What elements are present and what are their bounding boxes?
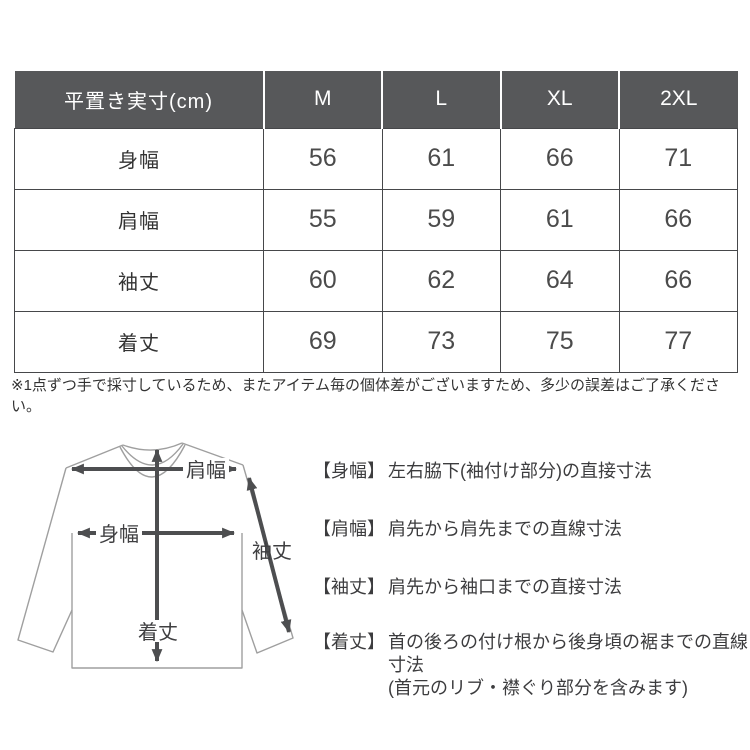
cell-value: 66 xyxy=(618,249,738,312)
definition-shoulder-width: 【肩幅】 肩先から肩先までの直線寸法 xyxy=(313,518,622,541)
table-row-body-width: 身幅 56 61 66 71 xyxy=(14,127,738,190)
size-col-2xl: 2XL xyxy=(618,71,738,128)
cell-value: 59 xyxy=(381,188,501,251)
sleeve-length-arrow xyxy=(246,476,292,634)
definition-term: 【着丈】 xyxy=(313,632,385,652)
garment-measurement-diagram: 肩幅 身幅 着丈 袖丈 xyxy=(17,442,294,669)
definition-term: 【身幅】 xyxy=(313,461,385,481)
definition-desc: 肩先から袖口までの直接寸法 xyxy=(388,577,622,597)
garment-length-label: 着丈 xyxy=(138,621,178,644)
definition-body-width: 【身幅】 左右脇下(袖付け部分)の直接寸法 xyxy=(313,460,652,483)
size-col-l: L xyxy=(381,71,501,128)
row-label: 身幅 xyxy=(14,127,264,190)
cell-value: 73 xyxy=(381,310,501,373)
cell-value: 77 xyxy=(618,310,738,373)
size-col-xl: XL xyxy=(499,71,619,128)
cell-value: 61 xyxy=(381,127,501,190)
arrow-labels: 肩幅 身幅 着丈 袖丈 xyxy=(96,458,292,644)
table-row-sleeve-length: 袖丈 60 62 64 66 xyxy=(14,249,738,312)
chest-label-bg xyxy=(96,522,142,544)
definition-sleeve-length: 【袖丈】 肩先から袖口までの直接寸法 xyxy=(313,576,622,599)
cell-value: 69 xyxy=(263,310,383,373)
shoulder-width-label: 肩幅 xyxy=(186,459,226,482)
definition-term: 【肩幅】 xyxy=(313,519,385,539)
definition-term: 【袖丈】 xyxy=(313,577,385,597)
cell-value: 75 xyxy=(500,310,620,373)
size-spec-table: 平置き実寸(cm) M L XL 2XL 身幅 56 61 66 71 肩幅 5… xyxy=(14,71,738,373)
definition-desc: 左右脇下(袖付け部分)の直接寸法 xyxy=(388,461,652,481)
cell-value: 55 xyxy=(263,188,383,251)
cell-value: 66 xyxy=(500,127,620,190)
cell-value: 66 xyxy=(618,188,738,251)
table-title-cell: 平置き実寸(cm) xyxy=(14,71,264,128)
cell-value: 64 xyxy=(500,249,620,312)
definition-garment-length: 【着丈】 首の後ろの付け根から後身頃の裾までの直線寸法 (首元のリブ・襟ぐり部分… xyxy=(313,631,750,700)
cell-value: 56 xyxy=(263,127,383,190)
body-width-label: 身幅 xyxy=(99,523,139,546)
collar-back-arc xyxy=(122,442,183,451)
length-label-bg xyxy=(135,620,181,642)
row-label: 肩幅 xyxy=(14,188,264,251)
row-label: 袖丈 xyxy=(14,249,264,312)
shirt-body xyxy=(71,533,243,669)
row-label: 着丈 xyxy=(14,310,264,373)
definition-desc: 肩先から肩先までの直線寸法 xyxy=(388,519,622,539)
definitions-list: 【身幅】 左右脇下(袖付け部分)の直接寸法 【肩幅】 肩先から肩先までの直線寸法… xyxy=(313,0,750,750)
table-row-garment-length: 着丈 69 73 75 77 xyxy=(14,310,738,373)
cell-value: 71 xyxy=(618,127,738,190)
definition-desc-line2: (首元のリブ・襟ぐり部分を含みます) xyxy=(388,678,688,698)
left-sleeve xyxy=(17,467,73,653)
cell-value: 62 xyxy=(381,249,501,312)
measurement-note: ※1点ずつ手で採寸しているため、またアイテム毎の個体差がございますため、多少の誤… xyxy=(11,377,720,415)
shoulder-label-bg xyxy=(183,458,229,480)
sleeve-length-label: 袖丈 xyxy=(252,540,292,563)
size-col-m: M xyxy=(262,71,382,128)
right-shoulder-line xyxy=(181,442,244,466)
definition-desc: 首の後ろの付け根から後身頃の裾までの直線寸法 xyxy=(388,632,748,675)
left-shoulder-line xyxy=(65,444,124,469)
table-header-row: 平置き実寸(cm) M L XL 2XL xyxy=(14,71,738,128)
